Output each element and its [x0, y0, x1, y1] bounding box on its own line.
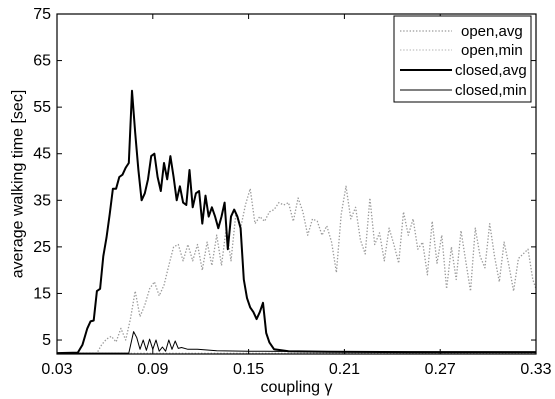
legend-box: [393, 15, 532, 103]
legend-label-closed-min: closed,min: [455, 82, 527, 99]
axis-ticks: 0.03 0.09 0.15 0.21 0.27 0.33 5 15 25 35 45 55 65 75: [33, 6, 551, 378]
series-line-closed-avg: [56, 89, 536, 355]
y-axis-label: average walking time [sec]: [10, 90, 27, 279]
y-tick-label: 65: [33, 53, 51, 70]
y-tick-label: 35: [33, 192, 51, 209]
legend-label-open-min: open,min: [461, 42, 523, 59]
legend-label-closed-avg: closed,avg: [455, 62, 527, 79]
x-tick-label: 0.03: [41, 361, 72, 378]
x-tick-label: 0.09: [137, 361, 168, 378]
x-tick-label: 0.33: [520, 361, 551, 378]
plot-series: [56, 89, 537, 355]
x-tick-label: 0.15: [233, 361, 264, 378]
x-axis-label: coupling γ: [260, 379, 332, 396]
x-tick-label: 0.27: [425, 361, 456, 378]
plot-frame: [56, 13, 537, 355]
y-tick-label: 55: [33, 99, 51, 116]
y-tick-label: 25: [33, 239, 51, 256]
x-tick-label: 0.21: [329, 361, 360, 378]
legend-label-open-avg: open,avg: [461, 23, 523, 40]
legend: open,avg open,min closed,avg closed,min: [393, 15, 532, 103]
series-line-open-avg: [57, 185, 537, 354]
y-tick-label: 45: [33, 146, 51, 163]
y-tick-label: 5: [42, 332, 51, 349]
y-tick-label: 15: [33, 285, 51, 302]
y-tick-label: 75: [33, 6, 51, 23]
series-line-closed-min: [57, 331, 537, 354]
